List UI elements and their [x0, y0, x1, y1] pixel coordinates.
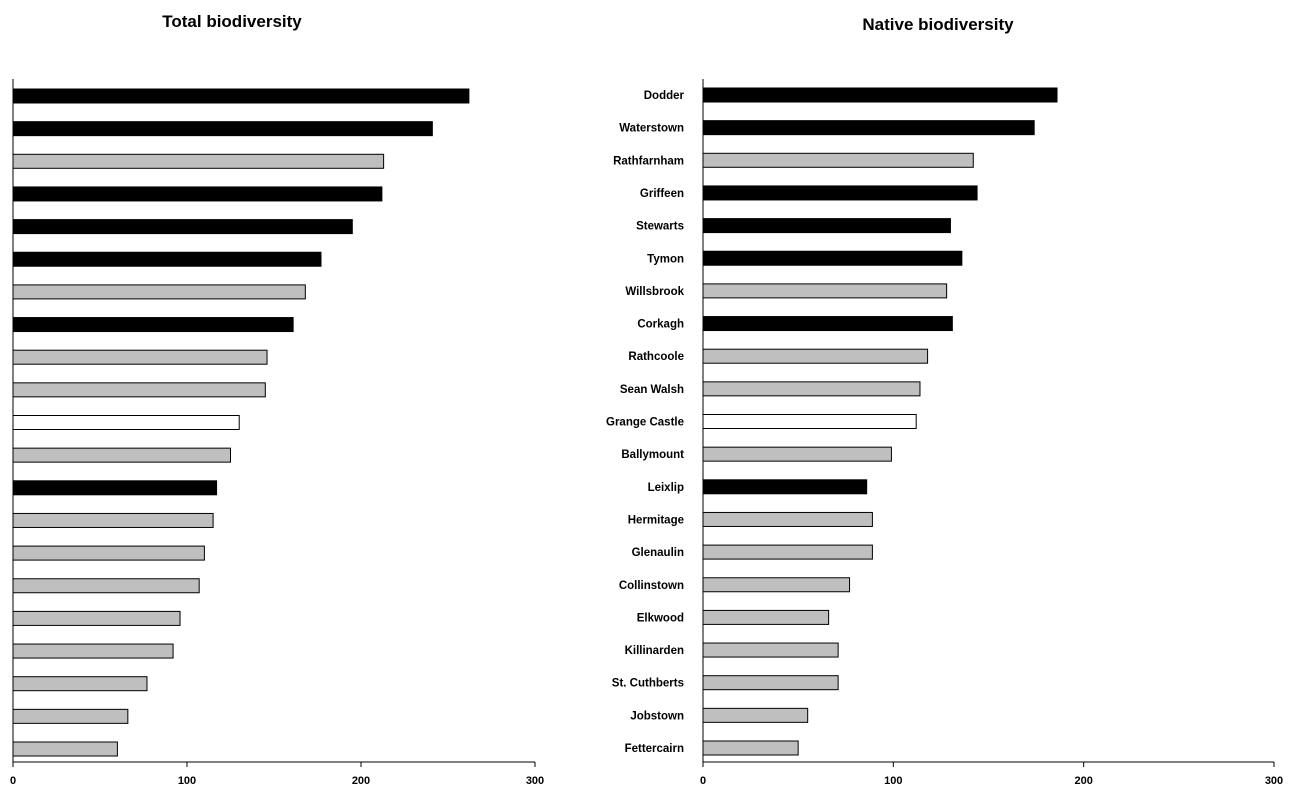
chart-title: Total biodiversity: [162, 12, 302, 31]
bar: [702, 381, 921, 397]
bar: [12, 186, 383, 202]
category-label: Ballymount: [621, 449, 684, 461]
bar: [702, 577, 851, 593]
category-label: Grange Castle: [606, 417, 684, 429]
category-label: Collinstown: [619, 580, 684, 592]
bar: [12, 610, 181, 626]
bar: [702, 120, 1035, 136]
bar: [12, 349, 268, 365]
bar: [12, 741, 118, 757]
x-tick-label: 100: [178, 775, 196, 787]
category-label: Tymon: [647, 253, 684, 265]
bar: [702, 740, 799, 756]
category-label: Stewarts: [636, 221, 684, 233]
x-tick-label: 200: [352, 775, 370, 787]
category-label: Elkwood: [637, 612, 684, 624]
bar: [702, 218, 951, 234]
bar: [702, 283, 948, 299]
category-label: Sean Walsh: [620, 384, 684, 396]
bar: [12, 317, 294, 333]
bar: [12, 578, 200, 594]
bar: [12, 284, 306, 300]
bar: [12, 382, 266, 398]
category-label: Fettercairn: [625, 743, 684, 755]
bar: [12, 480, 218, 496]
bar: [12, 153, 385, 169]
bar: [702, 642, 839, 658]
bar: [702, 316, 953, 332]
chart-title: Native biodiversity: [862, 15, 1014, 34]
bar: [12, 251, 322, 267]
bar: [702, 511, 873, 527]
bar: [702, 675, 839, 691]
total-biodiversity-chart: Total biodiversity 0 100 200 300: [10, 12, 544, 787]
x-tick-label: 100: [884, 775, 902, 787]
bar: [702, 87, 1058, 103]
bar: [702, 544, 873, 560]
category-label: Killinarden: [625, 645, 684, 657]
bar: [702, 185, 978, 201]
native-biodiversity-chart: Native biodiversity 0 100 200 300 Dodder Wate…: [606, 15, 1283, 787]
bar: [12, 219, 353, 235]
category-label: Glenaulin: [632, 547, 684, 559]
bar: [702, 348, 929, 364]
bar: [702, 446, 892, 462]
bar: [702, 479, 868, 495]
bar: [702, 250, 963, 266]
bar: [12, 121, 433, 137]
bar: [12, 512, 214, 528]
category-label: Jobstown: [630, 710, 684, 722]
category-label: Rathcoole: [628, 351, 684, 363]
bar: [12, 88, 470, 104]
category-label: Hermitage: [628, 514, 684, 526]
bar: [702, 152, 974, 168]
category-label: Griffeen: [640, 188, 684, 200]
category-label: Willsbrook: [625, 286, 684, 298]
bar: [702, 609, 830, 625]
bar: [702, 414, 917, 429]
bar: [12, 545, 205, 561]
x-tick-label: 300: [526, 775, 544, 787]
category-label: Waterstown: [619, 123, 684, 135]
category-label: Leixlip: [648, 482, 684, 494]
bar: [12, 676, 148, 692]
bar: [12, 708, 129, 724]
x-tick-label: 200: [1074, 775, 1092, 787]
category-label: Corkagh: [637, 319, 684, 331]
x-tick-label: 0: [10, 775, 16, 787]
category-label: Dodder: [644, 90, 685, 102]
bar: [702, 707, 809, 723]
x-tick-label: 0: [700, 775, 706, 787]
bar: [12, 643, 174, 659]
category-label: Rathfarnham: [613, 155, 684, 167]
bar: [12, 415, 240, 430]
x-tick-label: 300: [1265, 775, 1283, 787]
category-label: St. Cuthberts: [612, 678, 684, 690]
bar: [12, 447, 231, 463]
